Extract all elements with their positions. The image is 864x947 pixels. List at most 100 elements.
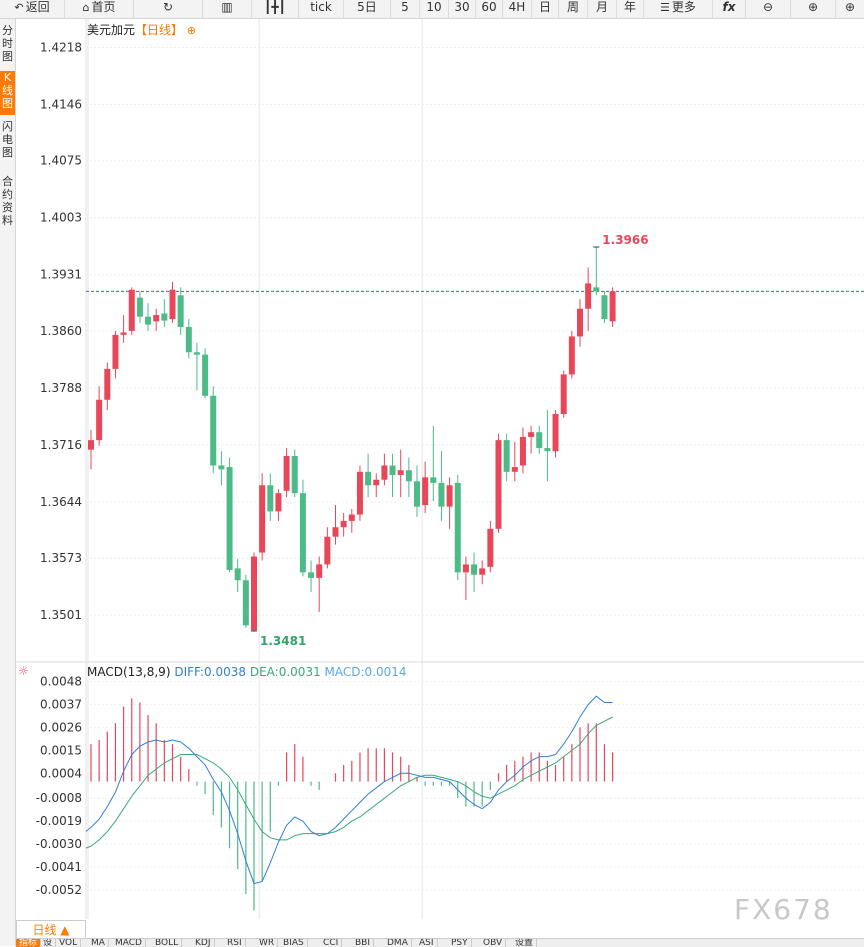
indicator-tab[interactable]: 设置 — [512, 939, 538, 947]
annotations: 1.3966 1.3481 — [251, 233, 649, 648]
candlestick-series — [88, 246, 616, 632]
indicator-tab[interactable]: DMA — [384, 939, 412, 947]
macd-values: MACD(13,8,9) DIFF:0.0038 DEA:0.0031 MACD… — [87, 665, 407, 679]
price-tick-label: 1.3860 — [40, 324, 82, 338]
period-5min-button[interactable]: 5 — [391, 0, 420, 18]
back-arrow-icon: ↶ — [14, 1, 24, 14]
symbol-name: 美元加元 — [87, 23, 136, 37]
period-30min-button[interactable]: 30 — [449, 0, 476, 18]
indicator-tab[interactable]: KDJ — [192, 939, 215, 947]
indicator-tab[interactable]: MACD — [112, 939, 146, 947]
more-button[interactable]: ☰ 更多 — [644, 0, 713, 18]
indicator-tab[interactable]: VOL — [56, 939, 82, 947]
high-price-label: 1.3966 — [602, 233, 648, 247]
macd-legend: ☼ — [18, 664, 29, 678]
period-selector[interactable]: 日线 ▲ — [16, 920, 86, 940]
candle-body — [291, 455, 298, 494]
plus-circle-icon[interactable]: ⊕ — [186, 24, 197, 37]
indicator-tab[interactable]: BOLL — [152, 939, 183, 947]
home-icon: ⌂ — [82, 1, 90, 14]
indicator-tab[interactable]: PSY — [448, 939, 472, 947]
candle-body — [267, 485, 274, 512]
zoom-in-button[interactable]: ⊕ — [791, 0, 836, 18]
candle-body — [185, 326, 192, 353]
candle-body — [609, 291, 616, 322]
candle-body — [340, 520, 347, 528]
zoom-in-icon: ⊕ — [807, 0, 819, 14]
candle-body — [495, 440, 502, 529]
indicator-tab[interactable]: RSI — [224, 939, 246, 947]
candle-body — [414, 481, 420, 507]
low-price-label: 1.3481 — [260, 634, 306, 648]
indicator-tab[interactable]: 指标 — [16, 939, 42, 947]
period-60min-button[interactable]: 60 — [476, 0, 503, 18]
indicator-tab[interactable]: 设 — [40, 939, 57, 947]
indicator-tab[interactable]: OBV — [480, 939, 507, 947]
period-5day-button[interactable]: 5日 — [344, 0, 391, 18]
indicator-tab[interactable]: BIAS — [280, 939, 308, 947]
candle-body — [519, 436, 526, 466]
candle-body — [348, 514, 355, 521]
price-tick-label: 1.4146 — [40, 97, 82, 111]
crosshair-icon: ⊕ — [844, 0, 856, 14]
zoom-out-icon: ⊖ — [762, 0, 774, 14]
macd-diff-value: DIFF:0.0038 — [174, 665, 247, 679]
candle-body — [153, 315, 160, 322]
candle-body — [536, 432, 543, 449]
period-year-button[interactable]: 年 — [617, 0, 644, 18]
macd-tick-label: -0.0008 — [36, 791, 82, 805]
candle-body — [373, 479, 380, 486]
formula-button[interactable]: fx — [713, 0, 746, 18]
chart-type-button[interactable]: ▥ — [203, 0, 252, 18]
tab-flash[interactable]: 闪电图 — [2, 120, 13, 159]
candle-body — [568, 336, 575, 375]
zoom-out-button[interactable]: ⊖ — [746, 0, 791, 18]
candle-body — [454, 482, 461, 573]
price-tick-label: 1.3716 — [40, 438, 82, 452]
tick-button[interactable]: tick — [299, 0, 344, 18]
refresh-button[interactable]: ↻ — [134, 0, 203, 18]
crosshair-button[interactable]: ⊕ — [836, 0, 864, 18]
candle-body — [397, 470, 404, 475]
indicator-tab[interactable]: MA — [88, 939, 109, 947]
indicator-tab[interactable]: BBI — [352, 939, 375, 947]
candle-body — [299, 493, 306, 573]
candle-body — [120, 332, 127, 335]
period-10min-button[interactable]: 10 — [420, 0, 449, 18]
candle-body — [218, 465, 225, 470]
candle-body — [242, 580, 249, 626]
macd-tick-label: 0.0048 — [40, 675, 82, 689]
macd-tick-label: -0.0019 — [36, 814, 82, 828]
candle-type-button[interactable]: ┃╋┃ — [252, 0, 299, 18]
macd-dea-value: DEA:0.0031 — [249, 665, 321, 679]
candle-body — [226, 467, 233, 570]
period-week-button[interactable]: 周 — [559, 0, 588, 18]
period-day-button[interactable]: 日 — [532, 0, 559, 18]
candle-body — [381, 465, 388, 480]
chart-area[interactable]: 1.4218 1.4146 1.4075 1.4003 1.3931 1.3860 1.37… — [16, 19, 864, 920]
tab-contract-info[interactable]: 合约资料 — [2, 175, 13, 227]
candle-body — [405, 470, 412, 482]
macd-grid — [86, 681, 864, 891]
candle-body — [471, 564, 478, 575]
indicator-tab[interactable]: CCI — [320, 939, 343, 947]
settings-sun-icon[interactable]: ☼ — [18, 664, 29, 678]
candle-body — [560, 374, 567, 415]
period-month-button[interactable]: 月 — [588, 0, 617, 18]
candle-body — [259, 485, 266, 553]
indicator-tab[interactable]: ASI — [416, 939, 438, 947]
period-4h-button[interactable]: 4H — [503, 0, 532, 18]
home-button[interactable]: ⌂ 首页 — [65, 0, 134, 18]
tab-kline[interactable]: K线图 — [0, 71, 15, 115]
bar-chart-icon: ▥ — [221, 0, 233, 14]
candle-body — [577, 308, 583, 337]
candle-body — [202, 354, 209, 396]
candle-body — [316, 564, 323, 578]
candle-body — [88, 440, 94, 450]
back-button[interactable]: ↶ 返回 — [0, 0, 65, 18]
candle-body — [430, 477, 437, 483]
diff-line — [90, 695, 613, 885]
tab-timeshare[interactable]: 分时图 — [2, 24, 13, 63]
macd-tick-label: -0.0052 — [36, 883, 82, 897]
indicator-tab[interactable]: WR — [256, 939, 279, 947]
